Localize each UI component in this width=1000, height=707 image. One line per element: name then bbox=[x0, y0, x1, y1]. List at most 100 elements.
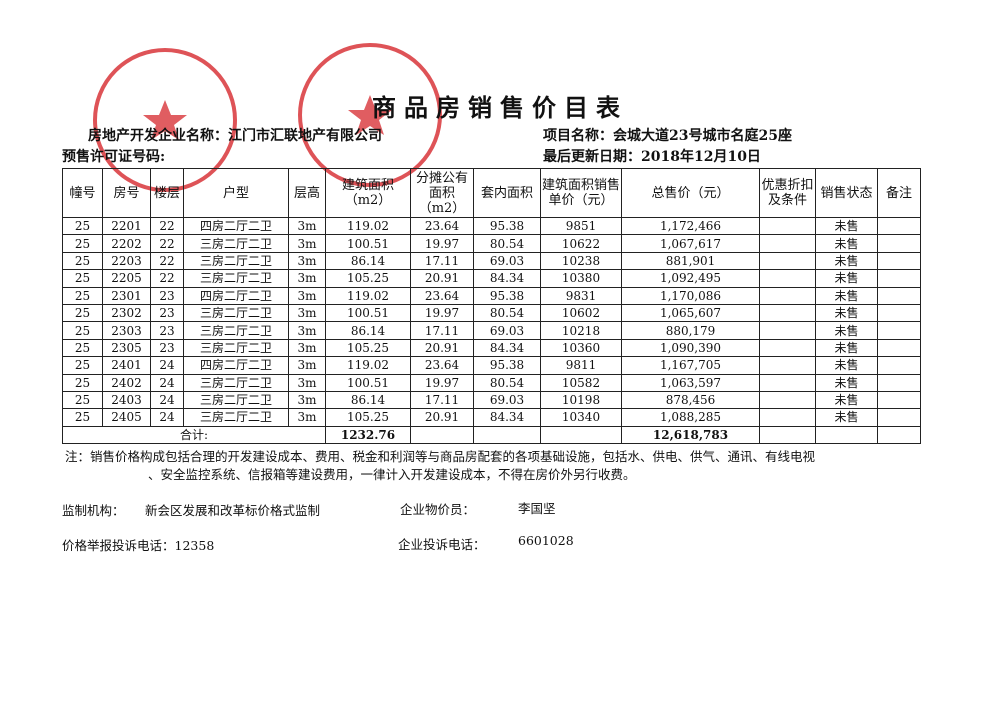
table-cell: 9831 bbox=[540, 286, 622, 305]
table-cell: 25 bbox=[62, 338, 103, 358]
total-empty bbox=[877, 425, 921, 445]
table-cell: 24 bbox=[150, 408, 184, 427]
table-cell bbox=[759, 338, 816, 358]
developer-line: 房地产开发企业名称：江门市汇联地产有限公司 bbox=[88, 125, 382, 145]
table-cell: 22 bbox=[150, 269, 184, 288]
table-row: 25 2301 23 四房二厅二卫 3m 119.02 23.64 95.38 9831 1,17… bbox=[62, 286, 921, 305]
table-cell: 105.25 bbox=[325, 269, 411, 288]
table-cell: 25 bbox=[62, 408, 103, 427]
table-cell: 10582 bbox=[540, 373, 622, 392]
table-cell: 20.91 bbox=[410, 269, 474, 288]
table-cell: 878,456 bbox=[621, 390, 760, 410]
table-cell bbox=[759, 269, 816, 288]
table-cell: 24 bbox=[150, 373, 184, 392]
table-cell: 25 bbox=[62, 321, 103, 340]
table-cell: 25 bbox=[62, 269, 103, 288]
table-cell: 3m bbox=[288, 408, 326, 427]
table-cell: 84.34 bbox=[473, 408, 541, 427]
supervisor-value: 新会区发展和改革标价格式监制 bbox=[145, 503, 321, 518]
table-cell: 23 bbox=[150, 338, 184, 358]
table-cell: 未售 bbox=[815, 408, 878, 427]
table-cell bbox=[759, 356, 816, 375]
table-cell: 未售 bbox=[815, 303, 878, 323]
table-cell: 95.38 bbox=[473, 356, 541, 375]
total-area: 1232.76 bbox=[325, 425, 411, 445]
total-empty bbox=[759, 425, 816, 445]
table-cell: 25 bbox=[62, 251, 103, 271]
table-cell: 23.64 bbox=[410, 286, 474, 305]
table-cell: 2305 bbox=[102, 338, 151, 358]
table-cell: 84.34 bbox=[473, 338, 541, 358]
note-line-1: 注：销售价格构成包括合理的开发建设成本、费用、税金和利润等与商品房配套的各项基础… bbox=[65, 449, 816, 464]
column-header: 幢号 bbox=[62, 168, 103, 218]
table-cell: 25 bbox=[62, 303, 103, 323]
supervisor-label: 监制机构： bbox=[62, 503, 125, 518]
table-cell: 三房二厅二卫 bbox=[183, 408, 289, 427]
table-cell: 100.51 bbox=[325, 373, 411, 392]
table-cell bbox=[877, 321, 921, 340]
table-cell: 未售 bbox=[815, 216, 878, 236]
table-cell: 四房二厅二卫 bbox=[183, 356, 289, 375]
table-cell: 未售 bbox=[815, 234, 878, 253]
table-cell: 23.64 bbox=[410, 216, 474, 236]
column-header: 总售价（元） bbox=[621, 168, 760, 218]
table-cell: 119.02 bbox=[325, 216, 411, 236]
table-cell: 23 bbox=[150, 303, 184, 323]
table-cell bbox=[877, 216, 921, 236]
table-cell: 95.38 bbox=[473, 216, 541, 236]
table-cell: 四房二厅二卫 bbox=[183, 286, 289, 305]
table-cell: 880,179 bbox=[621, 321, 760, 340]
table-cell: 22 bbox=[150, 251, 184, 271]
table-cell: 119.02 bbox=[325, 286, 411, 305]
table-cell: 3m bbox=[288, 234, 326, 253]
table-cell: 105.25 bbox=[325, 408, 411, 427]
table-cell: 2202 bbox=[102, 234, 151, 253]
table-cell: 25 bbox=[62, 216, 103, 236]
table-row: 25 2201 22 四房二厅二卫 3m 119.02 23.64 95.38 9851 1,17… bbox=[62, 216, 921, 236]
pricer-label: 企业物价员： bbox=[400, 502, 476, 517]
table-cell: 86.14 bbox=[325, 251, 411, 271]
table-cell bbox=[759, 234, 816, 253]
table-cell: 20.91 bbox=[410, 338, 474, 358]
table-cell: 2201 bbox=[102, 216, 151, 236]
table-cell: 25 bbox=[62, 356, 103, 375]
table-row: 25 2405 24 三房二厅二卫 3m 105.25 20.91 84.34 10340 1,0… bbox=[62, 408, 921, 427]
table-cell: 10360 bbox=[540, 338, 622, 358]
table-cell: 10238 bbox=[540, 251, 622, 271]
table-cell: 10380 bbox=[540, 269, 622, 288]
table-cell: 3m bbox=[288, 321, 326, 340]
table-cell: 1,063,597 bbox=[621, 373, 760, 392]
table-cell: 3m bbox=[288, 286, 326, 305]
table-cell: 三房二厅二卫 bbox=[183, 251, 289, 271]
table-cell: 3m bbox=[288, 216, 326, 236]
column-header: 层高 bbox=[288, 168, 326, 218]
table-cell: 86.14 bbox=[325, 390, 411, 410]
table-cell: 3m bbox=[288, 390, 326, 410]
table-cell: 2303 bbox=[102, 321, 151, 340]
table-cell: 3m bbox=[288, 269, 326, 288]
table-cell: 未售 bbox=[815, 356, 878, 375]
total-row: 合计: 1232.76 12,618,783 bbox=[62, 425, 921, 445]
table-cell bbox=[877, 234, 921, 253]
table-cell: 三房二厅二卫 bbox=[183, 269, 289, 288]
project-value: 会城大道23号城市名庭25座 bbox=[613, 128, 792, 144]
table-cell: 22 bbox=[150, 216, 184, 236]
table-cell: 9811 bbox=[540, 356, 622, 375]
hotline-line: 价格举报投诉电话：12358 bbox=[62, 535, 214, 554]
table-cell: 1,065,607 bbox=[621, 303, 760, 323]
complaint-value: 6601028 bbox=[518, 533, 574, 548]
table-cell: 23 bbox=[150, 321, 184, 340]
table-cell: 2203 bbox=[102, 251, 151, 271]
table-cell: 10340 bbox=[540, 408, 622, 427]
table-cell: 10622 bbox=[540, 234, 622, 253]
table-cell: 未售 bbox=[815, 286, 878, 305]
table-cell: 25 bbox=[62, 373, 103, 392]
table-cell: 24 bbox=[150, 356, 184, 375]
table-cell: 四房二厅二卫 bbox=[183, 216, 289, 236]
table-cell: 2302 bbox=[102, 303, 151, 323]
table-cell bbox=[877, 338, 921, 358]
table-row: 25 2203 22 三房二厅二卫 3m 86.14 17.11 69.03 10238 881,… bbox=[62, 251, 921, 271]
table-cell: 119.02 bbox=[325, 356, 411, 375]
table-cell: 17.11 bbox=[410, 251, 474, 271]
project-label: 项目名称： bbox=[543, 128, 613, 144]
